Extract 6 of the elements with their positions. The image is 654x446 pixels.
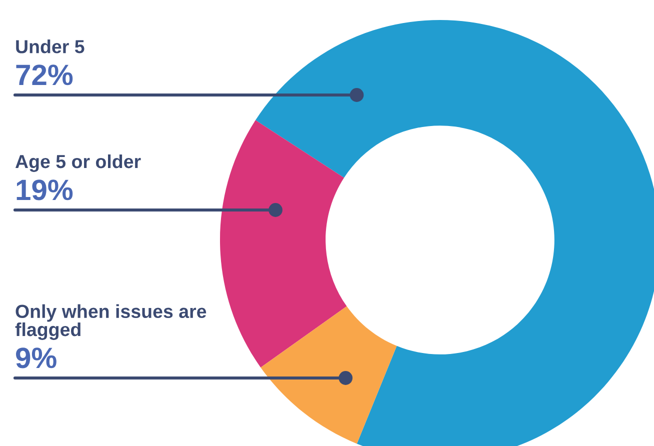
- data-label: 9%: [16, 348, 56, 368]
- data-label: 19%: [16, 180, 73, 200]
- slice-label: Only when issues are flagged: [15, 304, 206, 340]
- slice-label: Age 5 or older: [15, 154, 141, 172]
- data-label: 72%: [16, 64, 73, 86]
- slice-label: Under 5: [16, 40, 84, 54]
